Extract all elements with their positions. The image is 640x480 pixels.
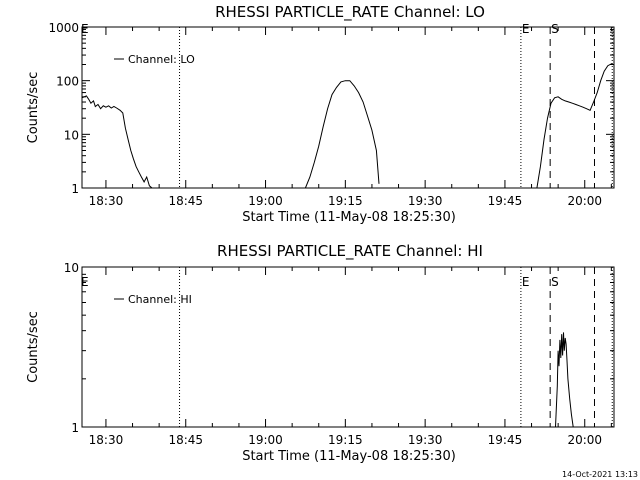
lo-chart-title: RHESSI PARTICLE_RATE Channel: LO: [215, 3, 485, 22]
hi-x-tick-label: 19:15: [328, 433, 363, 447]
hi-x-tick-label: 19:30: [408, 433, 443, 447]
hi-x-tick-label: 20:00: [567, 433, 602, 447]
lo-x-tick-label: 20:00: [567, 194, 602, 208]
hi-series-line-1: [555, 332, 574, 428]
lo-x-tick-label: 19:30: [408, 194, 443, 208]
lo-x-tick-label: 19:45: [488, 194, 523, 208]
hi-x-tick-label: 19:45: [488, 433, 523, 447]
lo-x-tick-label: 18:45: [168, 194, 203, 208]
lo-y-tick-label: 10: [64, 128, 79, 142]
hi-y-tick-label: 1: [71, 421, 79, 435]
hi-edge-marker: E: [81, 275, 89, 289]
hi-x-tick-label: 18:30: [89, 433, 124, 447]
hi-plot-frame: [81, 266, 615, 428]
lo-y-tick-label: 1000: [48, 21, 79, 35]
hi-x-axis-label: Start Time (11-May-08 18:25:30): [242, 449, 456, 464]
hi-y-axis-label: Counts/sec: [26, 311, 41, 383]
hi-x-tick-label: 19:00: [248, 433, 283, 447]
lo-y-tick-label: 1: [71, 182, 79, 196]
hi-y-tick-label: 10: [64, 261, 79, 275]
timestamp: 14-Oct-2021 13:13: [562, 470, 638, 479]
lo-edge-marker: E: [81, 22, 89, 36]
lo-event-marker-e: E: [522, 22, 530, 36]
hi-x-tick-label: 18:45: [168, 433, 203, 447]
hi-chart-title: RHESSI PARTICLE_RATE Channel: HI: [217, 242, 483, 261]
hi-legend-entry: Channel: HI: [128, 293, 192, 306]
lo-legend-entry: Channel: LO: [128, 53, 195, 66]
lo-plot-frame: [81, 26, 615, 189]
lo-event-marker-s: S: [551, 22, 559, 36]
lo-x-tick-label: 19:00: [248, 194, 283, 208]
lo-x-tick-label: 18:30: [89, 194, 124, 208]
lo-y-tick-label: 100: [56, 75, 79, 89]
lo-series-line-3: [536, 62, 613, 189]
lo-series-line-1: [81, 95, 153, 189]
lo-series-line-2: [304, 80, 380, 189]
hi-event-marker-s: S: [551, 275, 559, 289]
lo-x-tick-label: 19:15: [328, 194, 363, 208]
lo-y-axis-label: Counts/sec: [26, 72, 41, 144]
hi-event-marker-e: E: [522, 275, 530, 289]
lo-x-axis-label: Start Time (11-May-08 18:25:30): [242, 210, 456, 225]
